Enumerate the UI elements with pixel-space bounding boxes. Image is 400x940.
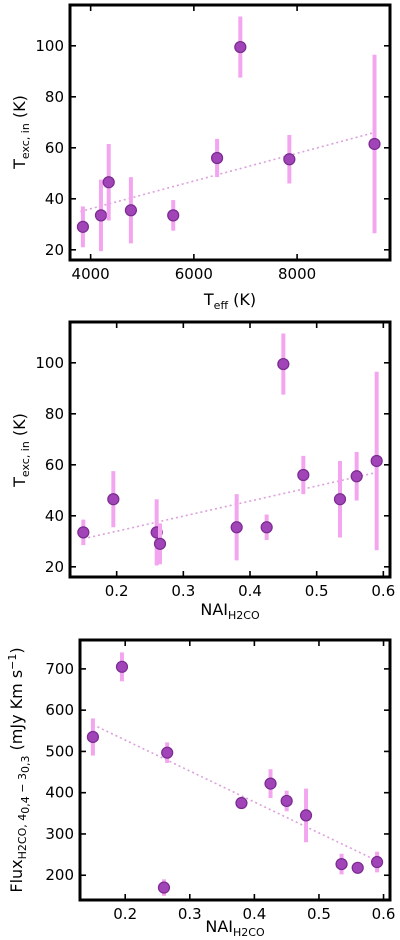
data-point xyxy=(370,855,384,869)
y-tick-label: 400 xyxy=(45,784,74,802)
y-tick-label: 40 xyxy=(45,507,64,525)
data-point xyxy=(297,468,310,482)
x-tick-label: 0.3 xyxy=(171,582,195,600)
x-tick-label: 0.2 xyxy=(105,582,129,600)
data-point xyxy=(157,881,171,894)
data-point xyxy=(351,861,364,874)
x-tick-label: 0.2 xyxy=(113,905,137,923)
y-tick-label: 60 xyxy=(45,139,64,157)
x-tick-label: 0.5 xyxy=(307,905,331,923)
data-point xyxy=(350,470,363,483)
x-tick-label: 8000 xyxy=(278,265,316,283)
data-point xyxy=(107,493,120,506)
y-tick-label: 100 xyxy=(35,37,64,55)
y-tick-label: 500 xyxy=(45,742,74,760)
y-tick-label: 60 xyxy=(45,456,64,474)
x-tick-label: 4000 xyxy=(72,265,110,283)
plot-frame xyxy=(78,638,392,902)
data-point xyxy=(264,777,277,790)
panel-teff-vs-texc: 4000 6000 8000 20 40 60 80 100 Teff (K) Texc, i… xyxy=(10,3,392,312)
y-tick-label: 40 xyxy=(45,190,64,208)
data-point xyxy=(283,153,296,166)
y-axis-label: Texc, in (K) xyxy=(10,95,32,170)
y-axis-label: Texc, in (K) xyxy=(10,413,32,488)
data-point xyxy=(299,809,313,822)
y-tick-label: 100 xyxy=(35,354,64,372)
y-tick-label: 20 xyxy=(45,241,64,259)
data-point xyxy=(280,794,293,808)
data-point xyxy=(230,521,243,534)
y-tick-label: 200 xyxy=(45,866,74,884)
plot-frame xyxy=(68,3,392,262)
data-point xyxy=(76,220,90,233)
data-point xyxy=(161,746,174,759)
fit-line xyxy=(80,131,375,213)
data-point xyxy=(210,151,224,165)
data-point xyxy=(368,137,381,151)
y-tick-label: 300 xyxy=(45,825,74,843)
x-axis-label: NAIH2CO xyxy=(200,600,260,622)
x-tick-label: 0.4 xyxy=(238,582,262,600)
data-point xyxy=(333,493,347,506)
panel-nai-vs-texc: 0.2 0.3 0.4 0.5 0.6 20 40 60 80 100 NAIH2CO Texc,… xyxy=(10,320,395,622)
plot-frame xyxy=(68,320,392,579)
y-tick-label: 80 xyxy=(45,405,64,423)
y-axis-label: FluxH2CO, 40,4 − 30,3 (mJy Km s−1) xyxy=(6,647,32,892)
data-point xyxy=(115,660,129,673)
x-axis-label: Teff (K) xyxy=(203,290,256,312)
data-point xyxy=(153,537,167,550)
x-tick-label: 0.6 xyxy=(372,905,396,923)
data-point xyxy=(86,730,100,744)
data-point xyxy=(370,454,383,468)
data-point xyxy=(235,796,248,810)
y-tick-label: 80 xyxy=(45,88,64,106)
data-point xyxy=(77,526,90,539)
y-tick-label: 700 xyxy=(45,660,74,678)
y-tick-label: 600 xyxy=(45,701,74,719)
y-tick-label: 20 xyxy=(45,558,64,576)
data-point xyxy=(335,857,348,871)
fit-line xyxy=(83,471,377,540)
x-tick-label: 0.5 xyxy=(305,582,329,600)
data-point xyxy=(124,204,138,217)
x-tick-label: 0.4 xyxy=(242,905,266,923)
x-tick-label: 0.6 xyxy=(371,582,395,600)
x-tick-label: 0.3 xyxy=(178,905,202,923)
data-point xyxy=(277,357,290,371)
fit-line xyxy=(92,723,378,862)
data-point xyxy=(167,209,180,222)
data-point xyxy=(94,209,108,222)
data-point xyxy=(102,176,115,189)
data-point xyxy=(260,521,273,534)
data-point xyxy=(234,40,247,54)
x-tick-label: 6000 xyxy=(175,265,213,283)
